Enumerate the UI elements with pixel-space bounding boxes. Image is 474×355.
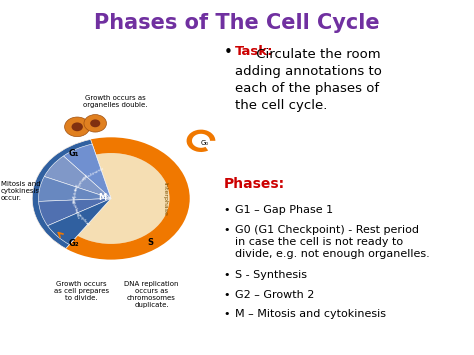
Text: anaphase: anaphase xyxy=(72,183,79,204)
Text: S - Synthesis: S - Synthesis xyxy=(235,271,307,280)
Text: Growth occurs
as cell prepares
to divide.: Growth occurs as cell prepares to divide… xyxy=(54,280,109,301)
Text: telophase: telophase xyxy=(73,172,90,192)
Circle shape xyxy=(90,119,100,127)
Text: Growth occurs as
organelles double.: Growth occurs as organelles double. xyxy=(83,95,148,108)
Text: Mitosis and
cytokinesis
occur.: Mitosis and cytokinesis occur. xyxy=(0,181,40,202)
Circle shape xyxy=(72,122,83,131)
Circle shape xyxy=(53,153,170,244)
Text: cytokinesis: cytokinesis xyxy=(82,166,106,181)
Circle shape xyxy=(64,117,90,137)
Text: Interphase: Interphase xyxy=(163,181,167,215)
Text: M: M xyxy=(98,193,107,202)
Text: Phases of The Cell Cycle: Phases of The Cell Cycle xyxy=(94,13,380,33)
Text: •: • xyxy=(223,45,232,60)
Wedge shape xyxy=(187,130,215,152)
Text: G2 – Growth 2: G2 – Growth 2 xyxy=(235,290,314,300)
Text: Circulate the room
adding annotations to
each of the phases of
the cell cycle.: Circulate the room adding annotations to… xyxy=(235,48,382,112)
Text: •: • xyxy=(223,309,230,319)
Wedge shape xyxy=(47,198,111,245)
Text: M – Mitosis and cytokinesis: M – Mitosis and cytokinesis xyxy=(235,309,386,319)
Wedge shape xyxy=(32,140,111,248)
Circle shape xyxy=(84,115,107,132)
Text: •: • xyxy=(223,290,230,300)
Wedge shape xyxy=(44,156,111,198)
Text: G1 – Gap Phase 1: G1 – Gap Phase 1 xyxy=(235,206,333,215)
Text: •: • xyxy=(223,225,230,235)
Wedge shape xyxy=(38,198,111,226)
Text: •: • xyxy=(223,206,230,215)
Text: •: • xyxy=(223,271,230,280)
Wedge shape xyxy=(32,137,190,260)
Text: Task:: Task: xyxy=(235,45,273,58)
Text: S: S xyxy=(147,237,153,247)
Text: G₂: G₂ xyxy=(68,239,79,248)
Text: G0 (G1 Checkpoint) - Rest period
in case the cell is not ready to
divide, e.g. n: G0 (G1 Checkpoint) - Rest period in case… xyxy=(235,225,429,260)
Wedge shape xyxy=(38,176,111,201)
Wedge shape xyxy=(64,144,111,198)
Text: prophase: prophase xyxy=(76,208,92,226)
Text: DNA replication
occurs as
chromosomes
duplicate.: DNA replication occurs as chromosomes du… xyxy=(124,280,179,307)
Text: Phases:: Phases: xyxy=(223,178,284,191)
Text: metaphase: metaphase xyxy=(71,194,82,219)
Text: G₀: G₀ xyxy=(201,140,209,146)
Text: G₁: G₁ xyxy=(68,149,79,158)
